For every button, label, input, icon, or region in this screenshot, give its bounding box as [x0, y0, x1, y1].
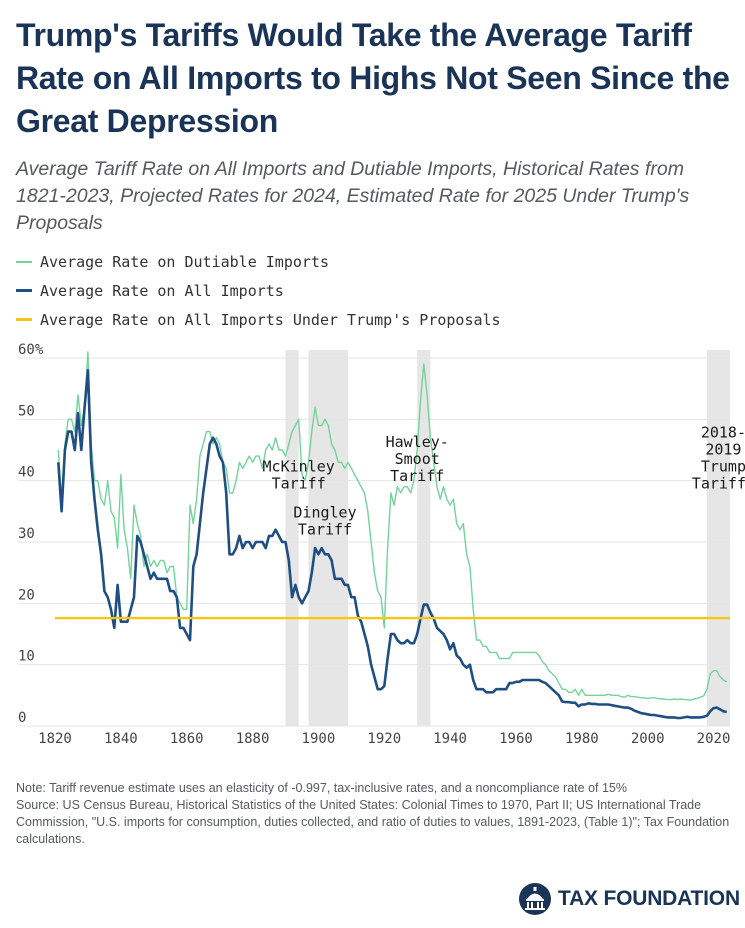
x-tick-label-1820: 1820 [38, 731, 72, 747]
y-tick-label-50: 50 [18, 403, 35, 419]
chart-title: Trump's Tariffs Would Take the Average T… [16, 17, 730, 139]
y-tick-label-40: 40 [18, 465, 35, 481]
legend-item-proposal: Average Rate on All Imports Under Trump'… [16, 305, 501, 334]
legend-swatch-dutiable [16, 260, 32, 263]
series-line-1 [57, 369, 727, 720]
annotation-1-line-1: Tariff [298, 520, 352, 538]
annotation-3-line-2: Trump [701, 458, 745, 476]
y-tick-label-0: 0 [18, 710, 26, 726]
shaded-period-1 [308, 350, 349, 726]
x-tick-label-1900: 1900 [302, 731, 336, 747]
y-tick-label-20: 20 [18, 587, 35, 603]
chart-subtitle: Average Tariff Rate on All Imports and D… [16, 158, 690, 234]
shaded-period-2 [417, 350, 431, 726]
note-text: Note: Tariff revenue estimate uses an el… [16, 781, 627, 795]
legend-item-dutiable: Average Rate on Dutiable Imports [16, 247, 501, 276]
y-tick-label-60: 60% [18, 342, 44, 358]
annotation-3-line-0: 2018- [701, 424, 745, 442]
legend-label-dutiable: Average Rate on Dutiable Imports [40, 252, 329, 271]
x-tick-label-1960: 1960 [499, 731, 533, 747]
chart-note: Note: Tariff revenue estimate uses an el… [16, 780, 731, 848]
annotation-2-line-0: Hawley- [386, 433, 449, 451]
legend-item-all: Average Rate on All Imports [16, 276, 501, 305]
x-tick-label-1920: 1920 [367, 731, 401, 747]
annotation-1-line-0: Dingley [293, 503, 356, 521]
tariff-chart: 0 10 20 30 40 50 60% 1820 1840 1860 1880 1900 1920 19… [18, 342, 745, 747]
series-line-0 [57, 351, 728, 701]
y-tick-label-30: 30 [18, 526, 35, 542]
y-tick-label-10: 10 [18, 649, 35, 665]
x-tick-label-1880: 1880 [236, 731, 270, 747]
annotation-0-line-1: Tariff [272, 474, 326, 492]
legend-swatch-proposal [16, 318, 32, 321]
shaded-period-3 [706, 350, 730, 726]
x-tick-label-1860: 1860 [170, 731, 204, 747]
annotation-3-line-3: Tariffs [692, 475, 745, 493]
x-tick-label-1980: 1980 [565, 731, 599, 747]
x-tick-label-1840: 1840 [104, 731, 138, 747]
annotation-2-line-2: Tariff [390, 467, 444, 485]
x-tick-label-1940: 1940 [433, 731, 467, 747]
legend-label-all: Average Rate on All Imports [40, 281, 284, 300]
annotation-0-line-0: McKinley [263, 457, 335, 475]
capitol-dome-icon [519, 883, 551, 915]
annotation-3-line-1: 2019 [705, 441, 741, 459]
annotation-2-line-1: Smoot [395, 450, 440, 468]
x-tick-label-2000: 2000 [631, 731, 665, 747]
x-tick-label-2020: 2020 [697, 731, 731, 747]
legend-swatch-all [16, 289, 32, 292]
source-text: Source: US Census Bureau, Historical Sta… [16, 798, 730, 846]
shaded-period-0 [285, 350, 299, 726]
logo-text: TAX FOUNDATION [558, 887, 740, 910]
legend-label-proposal: Average Rate on All Imports Under Trump'… [40, 310, 501, 329]
legend: Average Rate on Dutiable Imports Average… [16, 247, 501, 334]
tax-foundation-logo: TAX FOUNDATION [518, 882, 740, 916]
